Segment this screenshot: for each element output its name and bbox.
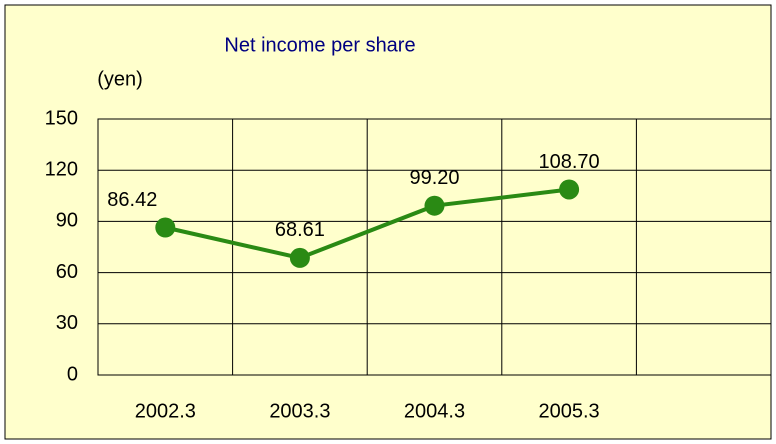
y-tick-label: 60 [56, 261, 78, 283]
data-label: 99.20 [409, 167, 459, 189]
data-point [155, 217, 176, 238]
y-tick-label: 0 [67, 363, 78, 385]
x-tick-label: 2005.3 [539, 400, 600, 422]
data-label: 68.61 [275, 219, 325, 241]
data-point [289, 247, 310, 268]
chart-title: Net income per share [224, 34, 415, 56]
data-label: 108.70 [539, 151, 600, 173]
data-point [424, 195, 445, 216]
x-tick-label: 2004.3 [404, 400, 465, 422]
y-tick-label: 30 [56, 312, 78, 334]
x-tick-label: 2002.3 [135, 400, 196, 422]
y-tick-label: 90 [56, 210, 78, 232]
data-line [164, 187, 570, 260]
data-label: 86.42 [107, 189, 157, 211]
y-tick-label: 150 [45, 107, 78, 129]
data-point [559, 179, 580, 200]
y-tick-label: 120 [45, 158, 78, 180]
x-tick-label: 2003.3 [269, 400, 330, 422]
y-axis-label: (yen) [97, 68, 143, 90]
